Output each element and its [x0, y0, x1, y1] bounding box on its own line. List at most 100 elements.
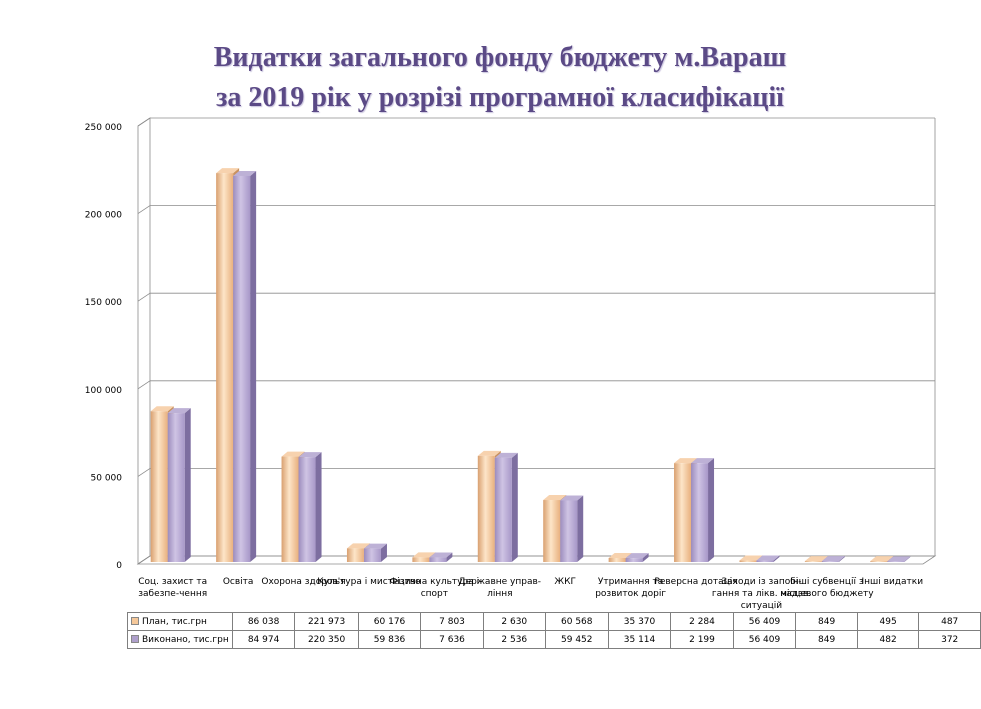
x-category-label: спорт	[421, 589, 448, 599]
bar-side	[446, 552, 453, 562]
bar-top	[233, 170, 257, 176]
series-label: Виконано, тис.грн	[127, 630, 233, 649]
bar-top	[150, 406, 174, 412]
table-cell: 59 452	[544, 630, 609, 649]
bar-executed	[560, 495, 584, 562]
bar-top	[870, 556, 894, 562]
x-category-label: місцевого бюджету	[780, 589, 874, 599]
table-cell: 56 409	[732, 630, 797, 649]
bar-front	[739, 560, 757, 562]
gridline-depth	[137, 117, 151, 127]
bar-front	[543, 500, 561, 562]
table-cell: 2 630	[482, 612, 546, 631]
x-category-label: ситуацій	[741, 601, 783, 611]
bar-front	[281, 456, 299, 562]
table-cell: 849	[795, 630, 858, 649]
bar-executed	[625, 553, 649, 562]
table-row: План, тис.грн 86 038 221 973 60 176 7 803 2 6…	[127, 612, 981, 631]
bar-top	[674, 458, 698, 464]
table-cell: 7 803	[420, 612, 484, 631]
legend-swatch	[131, 635, 139, 643]
table-cell: 84 974	[231, 630, 296, 649]
bar-side	[250, 170, 257, 563]
x-category-label: забезпе-чення	[138, 589, 207, 599]
bar-front	[363, 548, 381, 562]
bar-side	[642, 553, 649, 562]
table-cell: 35 114	[607, 630, 672, 649]
bar-executed	[887, 556, 911, 562]
bar-front	[870, 561, 888, 562]
bar-front	[804, 561, 822, 562]
x-category-label: Реверсна дотація	[654, 577, 737, 587]
bar-top	[412, 552, 436, 558]
table-cell: 2 284	[670, 612, 734, 631]
bar-front	[167, 413, 185, 562]
y-tick-label: 100 000	[85, 386, 122, 396]
bar-front	[298, 457, 316, 562]
bar-top	[429, 552, 453, 558]
gridline-depth	[137, 205, 151, 214]
bar-top	[608, 552, 632, 558]
bar-side	[184, 408, 191, 562]
gridline-depth	[137, 380, 151, 390]
bar-front	[494, 457, 512, 562]
bar-top	[625, 553, 649, 559]
bar-executed	[429, 552, 453, 562]
bar-side	[577, 495, 584, 562]
bar-top	[363, 543, 387, 549]
bar-top	[887, 556, 911, 562]
x-category-label: Державне управ-	[459, 577, 541, 587]
table-cell: 7 636	[420, 630, 484, 649]
bar-front	[887, 561, 905, 562]
x-category-label: Фізична культура і	[390, 577, 479, 587]
table-cell: 849	[795, 612, 858, 631]
y-tick-label: 50 000	[91, 473, 123, 483]
gridline-depth	[137, 292, 151, 302]
table-cell: 60 176	[357, 612, 422, 631]
bar-top	[691, 458, 715, 464]
table-cell: 372	[918, 630, 981, 649]
bar-front	[756, 560, 774, 562]
bar-side	[904, 556, 911, 562]
bar-executed	[233, 170, 257, 563]
y-tick-label: 250 000	[85, 123, 122, 133]
x-category-label: Заходи із запобі-	[721, 577, 801, 587]
x-category-label: ління	[487, 589, 512, 599]
x-category-label: Охорона здоров'я	[261, 577, 345, 587]
table-cell: 2 199	[670, 630, 734, 649]
bar-front	[233, 175, 251, 563]
bar-front	[150, 411, 168, 562]
bar-top	[543, 495, 567, 501]
y-tick-label: 150 000	[85, 298, 122, 308]
bar-top	[804, 556, 828, 562]
table-cell: 35 370	[607, 612, 672, 631]
table-cell: 220 350	[294, 630, 359, 649]
bar-front	[412, 557, 430, 562]
table-cell: 495	[856, 612, 920, 631]
table-cell: 86 038	[231, 612, 296, 631]
x-category-label: Інші видатки	[862, 577, 924, 587]
bar-executed	[298, 452, 322, 562]
table-cell: 221 973	[294, 612, 359, 631]
bar-front	[346, 548, 364, 562]
table-cell: 482	[856, 630, 920, 649]
bar-side	[708, 458, 715, 562]
series-name: Виконано, тис.грн	[142, 634, 229, 645]
bar-side	[511, 452, 518, 562]
bar-front	[477, 455, 495, 562]
x-category-label: Соц. захист та	[138, 577, 207, 587]
bar-top	[216, 168, 240, 174]
series-label: План, тис.грн	[127, 612, 233, 631]
title-line-1: Видатки загального фонду бюджету м.Вараш	[213, 42, 787, 73]
bar-top	[821, 556, 845, 562]
bar-front	[216, 173, 234, 562]
table-cell: 60 568	[544, 612, 609, 631]
gridline-depth	[137, 468, 151, 477]
chart-title: Видатки загального фонду бюджету м.Вараш…	[90, 38, 910, 118]
bar-front	[625, 558, 643, 562]
bar-top	[167, 408, 191, 414]
x-category-label: Освіта	[223, 577, 254, 587]
y-tick-label: 0	[116, 561, 122, 571]
bar-front	[429, 557, 447, 562]
table-cell: 2 536	[482, 630, 546, 649]
